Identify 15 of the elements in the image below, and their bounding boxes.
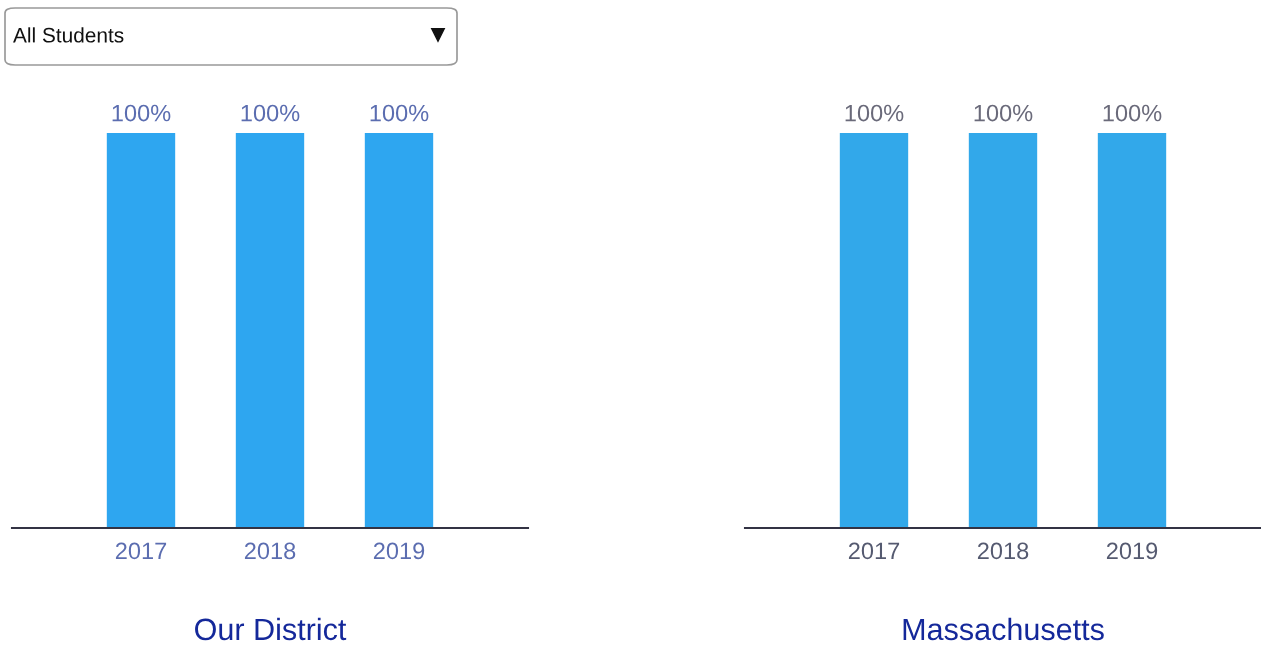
x-tick-label: 2019 [1106,542,1158,560]
x-tick-label: 2017 [115,542,167,560]
data-label: 100% [845,104,904,122]
data-label: 100% [241,104,300,122]
text: Our District [195,617,347,641]
x-tick-label: 2018 [244,542,296,560]
data-label: 100% [370,104,429,122]
data-label: 100% [1103,104,1162,122]
x-tick-label: 2017 [848,542,900,560]
x-tick-label: 2018 [977,542,1029,560]
data-label: 100% [974,104,1033,122]
data-label: 100% [112,104,171,122]
text: All Students [13,27,124,43]
text: Massachusetts [903,617,1104,641]
x-tick-label: 2019 [373,542,425,560]
